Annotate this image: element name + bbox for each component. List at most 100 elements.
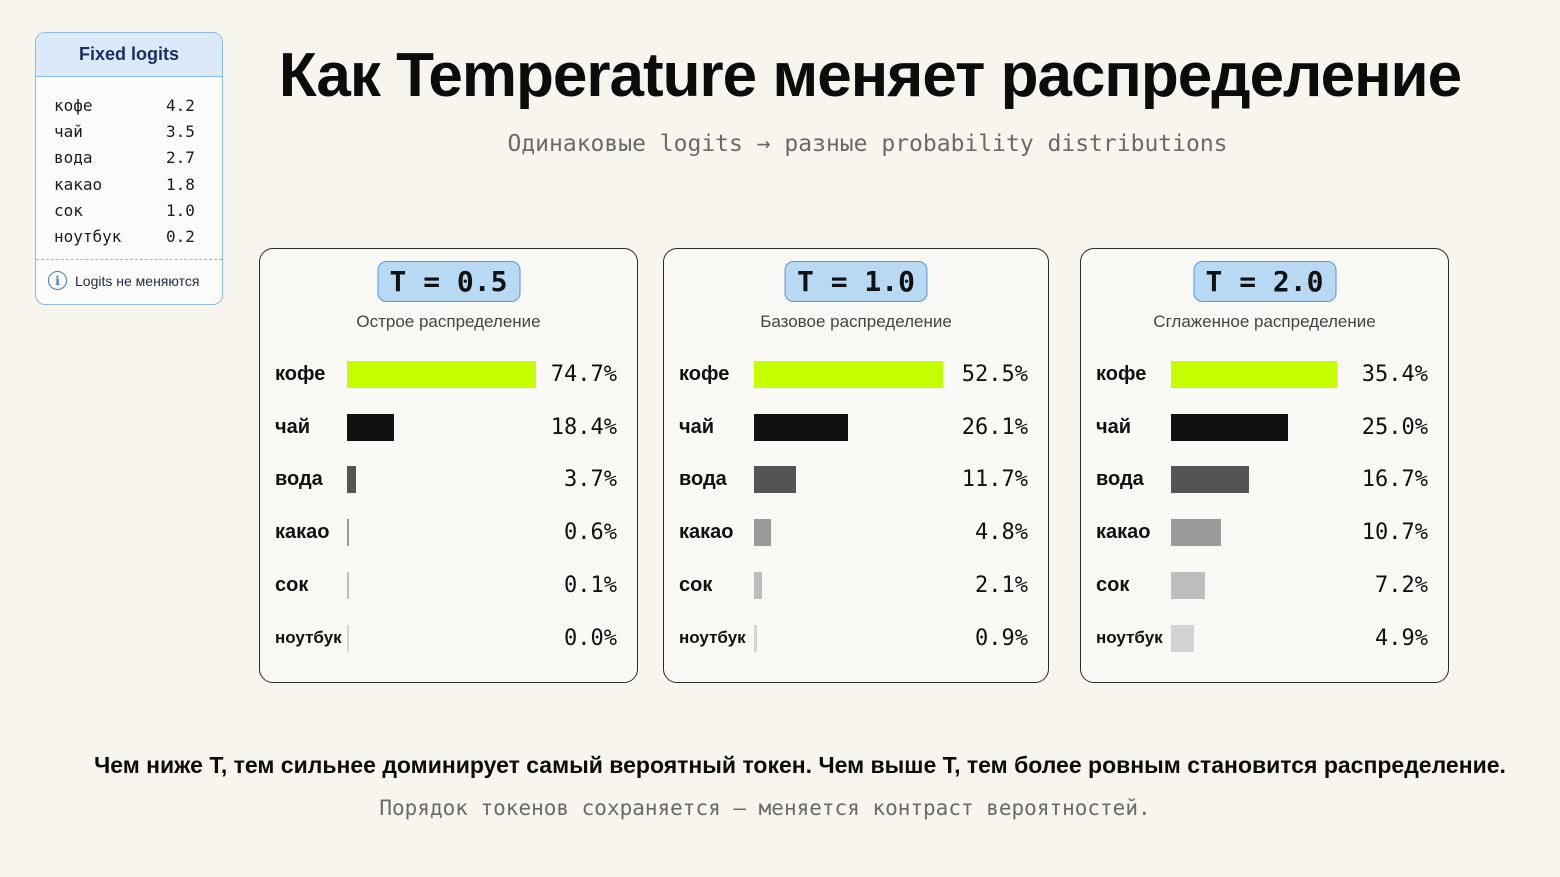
token-label: кофе (1096, 362, 1147, 385)
temperature-panel: T = 2.0 Сглаженное распределение кофе 35.4%… (1080, 248, 1449, 683)
probability-label: 18.4% (550, 414, 617, 440)
probability-bar (754, 466, 797, 493)
bar-row: вода 3.7% (260, 459, 637, 499)
probability-label: 35.4% (1361, 361, 1428, 387)
probability-bar (754, 519, 772, 546)
page-subtitle: Одинаковые logits → разные probability d… (507, 131, 1228, 157)
logit-row: кофе 4.2 (54, 92, 222, 118)
token-label: чай (679, 415, 715, 438)
bar-row: вода 16.7% (1081, 459, 1448, 499)
token-label: вода (1096, 467, 1144, 490)
logit-value: 1.0 (166, 200, 195, 220)
token-label: сок (275, 573, 309, 596)
probability-label: 16.7% (1361, 466, 1428, 492)
probability-bar (347, 572, 349, 599)
probability-bar (754, 414, 848, 441)
panel-subtitle: Острое распределение (356, 312, 541, 331)
logit-value: 3.5 (166, 121, 195, 141)
probability-bar (1171, 361, 1337, 388)
token-label: кофе (275, 362, 326, 385)
token-label: сок (1096, 573, 1130, 596)
logits-note-text: Logits не меняются (75, 272, 200, 289)
token-label: ноутбук (275, 628, 342, 647)
bar-row: сок 7.2% (1081, 565, 1448, 605)
probability-label: 52.5% (961, 361, 1028, 387)
temperature-panel: T = 1.0 Базовое распределение кофе 52.5% чай… (663, 248, 1049, 683)
token-label: вода (275, 467, 323, 490)
logit-row: вода 2.7 (54, 145, 222, 171)
bar-row: сок 0.1% (260, 565, 637, 605)
bar-row: сок 2.1% (664, 565, 1048, 605)
bar-row: вода 11.7% (664, 459, 1048, 499)
token-label: какао (679, 520, 734, 543)
bar-row: ноутбук 0.0% (260, 618, 637, 658)
probability-label: 4.9% (1375, 625, 1428, 651)
probability-label: 4.8% (975, 519, 1028, 545)
bar-row: какао 4.8% (664, 512, 1048, 552)
probability-label: 2.1% (975, 572, 1028, 598)
logit-token: сок (54, 200, 83, 220)
probability-label: 0.6% (564, 519, 617, 545)
token-label: вода (679, 467, 727, 490)
probability-label: 7.2% (1375, 572, 1428, 598)
bar-row: какао 0.6% (260, 512, 637, 552)
bar-row: кофе 35.4% (1081, 354, 1448, 394)
probability-label: 0.0% (564, 625, 617, 651)
logit-token: ноутбук (54, 227, 122, 247)
token-label: ноутбук (1096, 628, 1163, 647)
temperature-badge: T = 1.0 (784, 261, 928, 302)
token-label: какао (1096, 520, 1151, 543)
logit-token: чай (54, 121, 83, 141)
bar-row: ноутбук 0.9% (664, 618, 1048, 658)
probability-bar (754, 572, 762, 599)
logits-divider (36, 259, 222, 260)
token-label: чай (275, 415, 311, 438)
probability-label: 26.1% (961, 414, 1028, 440)
probability-label: 0.9% (975, 625, 1028, 651)
page-title: Как Temperature меняет распределение (278, 41, 1462, 110)
conclusion-text: Чем ниже T, тем сильнее доминирует самый… (94, 752, 1506, 778)
logit-row: сок 1.0 (54, 197, 222, 223)
logit-token: вода (54, 148, 93, 168)
logit-value: 0.2 (166, 227, 195, 247)
probability-bar (347, 414, 394, 441)
probability-label: 74.7% (550, 361, 617, 387)
probability-bar (1171, 572, 1205, 599)
bar-row: кофе 74.7% (260, 354, 637, 394)
probability-bar (347, 519, 349, 546)
token-label: кофе (679, 362, 730, 385)
temperature-badge: T = 2.0 (1193, 261, 1336, 302)
logit-row: какао 1.8 (54, 171, 222, 197)
token-label: какао (275, 520, 330, 543)
probability-bar (347, 361, 536, 388)
bar-row: чай 26.1% (664, 407, 1048, 447)
probability-bar (1171, 466, 1250, 493)
probability-label: 11.7% (961, 466, 1028, 492)
bar-row: чай 25.0% (1081, 407, 1448, 447)
token-label: ноутбук (679, 628, 746, 647)
logit-value: 1.8 (166, 174, 195, 194)
logit-value: 2.7 (166, 148, 195, 168)
probability-bar (347, 625, 349, 652)
temperature-panel: T = 0.5 Острое распределение кофе 74.7% чай 1… (259, 248, 638, 683)
probability-label: 3.7% (564, 466, 617, 492)
panel-subtitle: Базовое распределение (760, 312, 952, 331)
logit-token: какао (54, 174, 103, 194)
logits-note: i Logits не меняются (48, 271, 199, 290)
temperature-badge: T = 0.5 (377, 261, 520, 302)
probability-bar (754, 625, 758, 652)
bar-row: ноутбук 4.9% (1081, 618, 1448, 658)
bar-row: кофе 52.5% (664, 354, 1048, 394)
logit-row: чай 3.5 (54, 118, 222, 144)
fixed-logits-title: Fixed logits (36, 33, 222, 77)
probability-bar (754, 361, 943, 388)
bar-row: чай 18.4% (260, 407, 637, 447)
info-icon: i (48, 271, 67, 290)
logit-row: ноутбук 0.2 (54, 223, 222, 249)
logit-value: 4.2 (166, 95, 195, 115)
conclusion-subtext: Порядок токенов сохраняется — меняется к… (379, 796, 1151, 820)
probability-bar (1171, 519, 1222, 546)
probability-label: 0.1% (564, 572, 617, 598)
token-label: чай (1096, 415, 1132, 438)
probability-label: 25.0% (1361, 414, 1428, 440)
